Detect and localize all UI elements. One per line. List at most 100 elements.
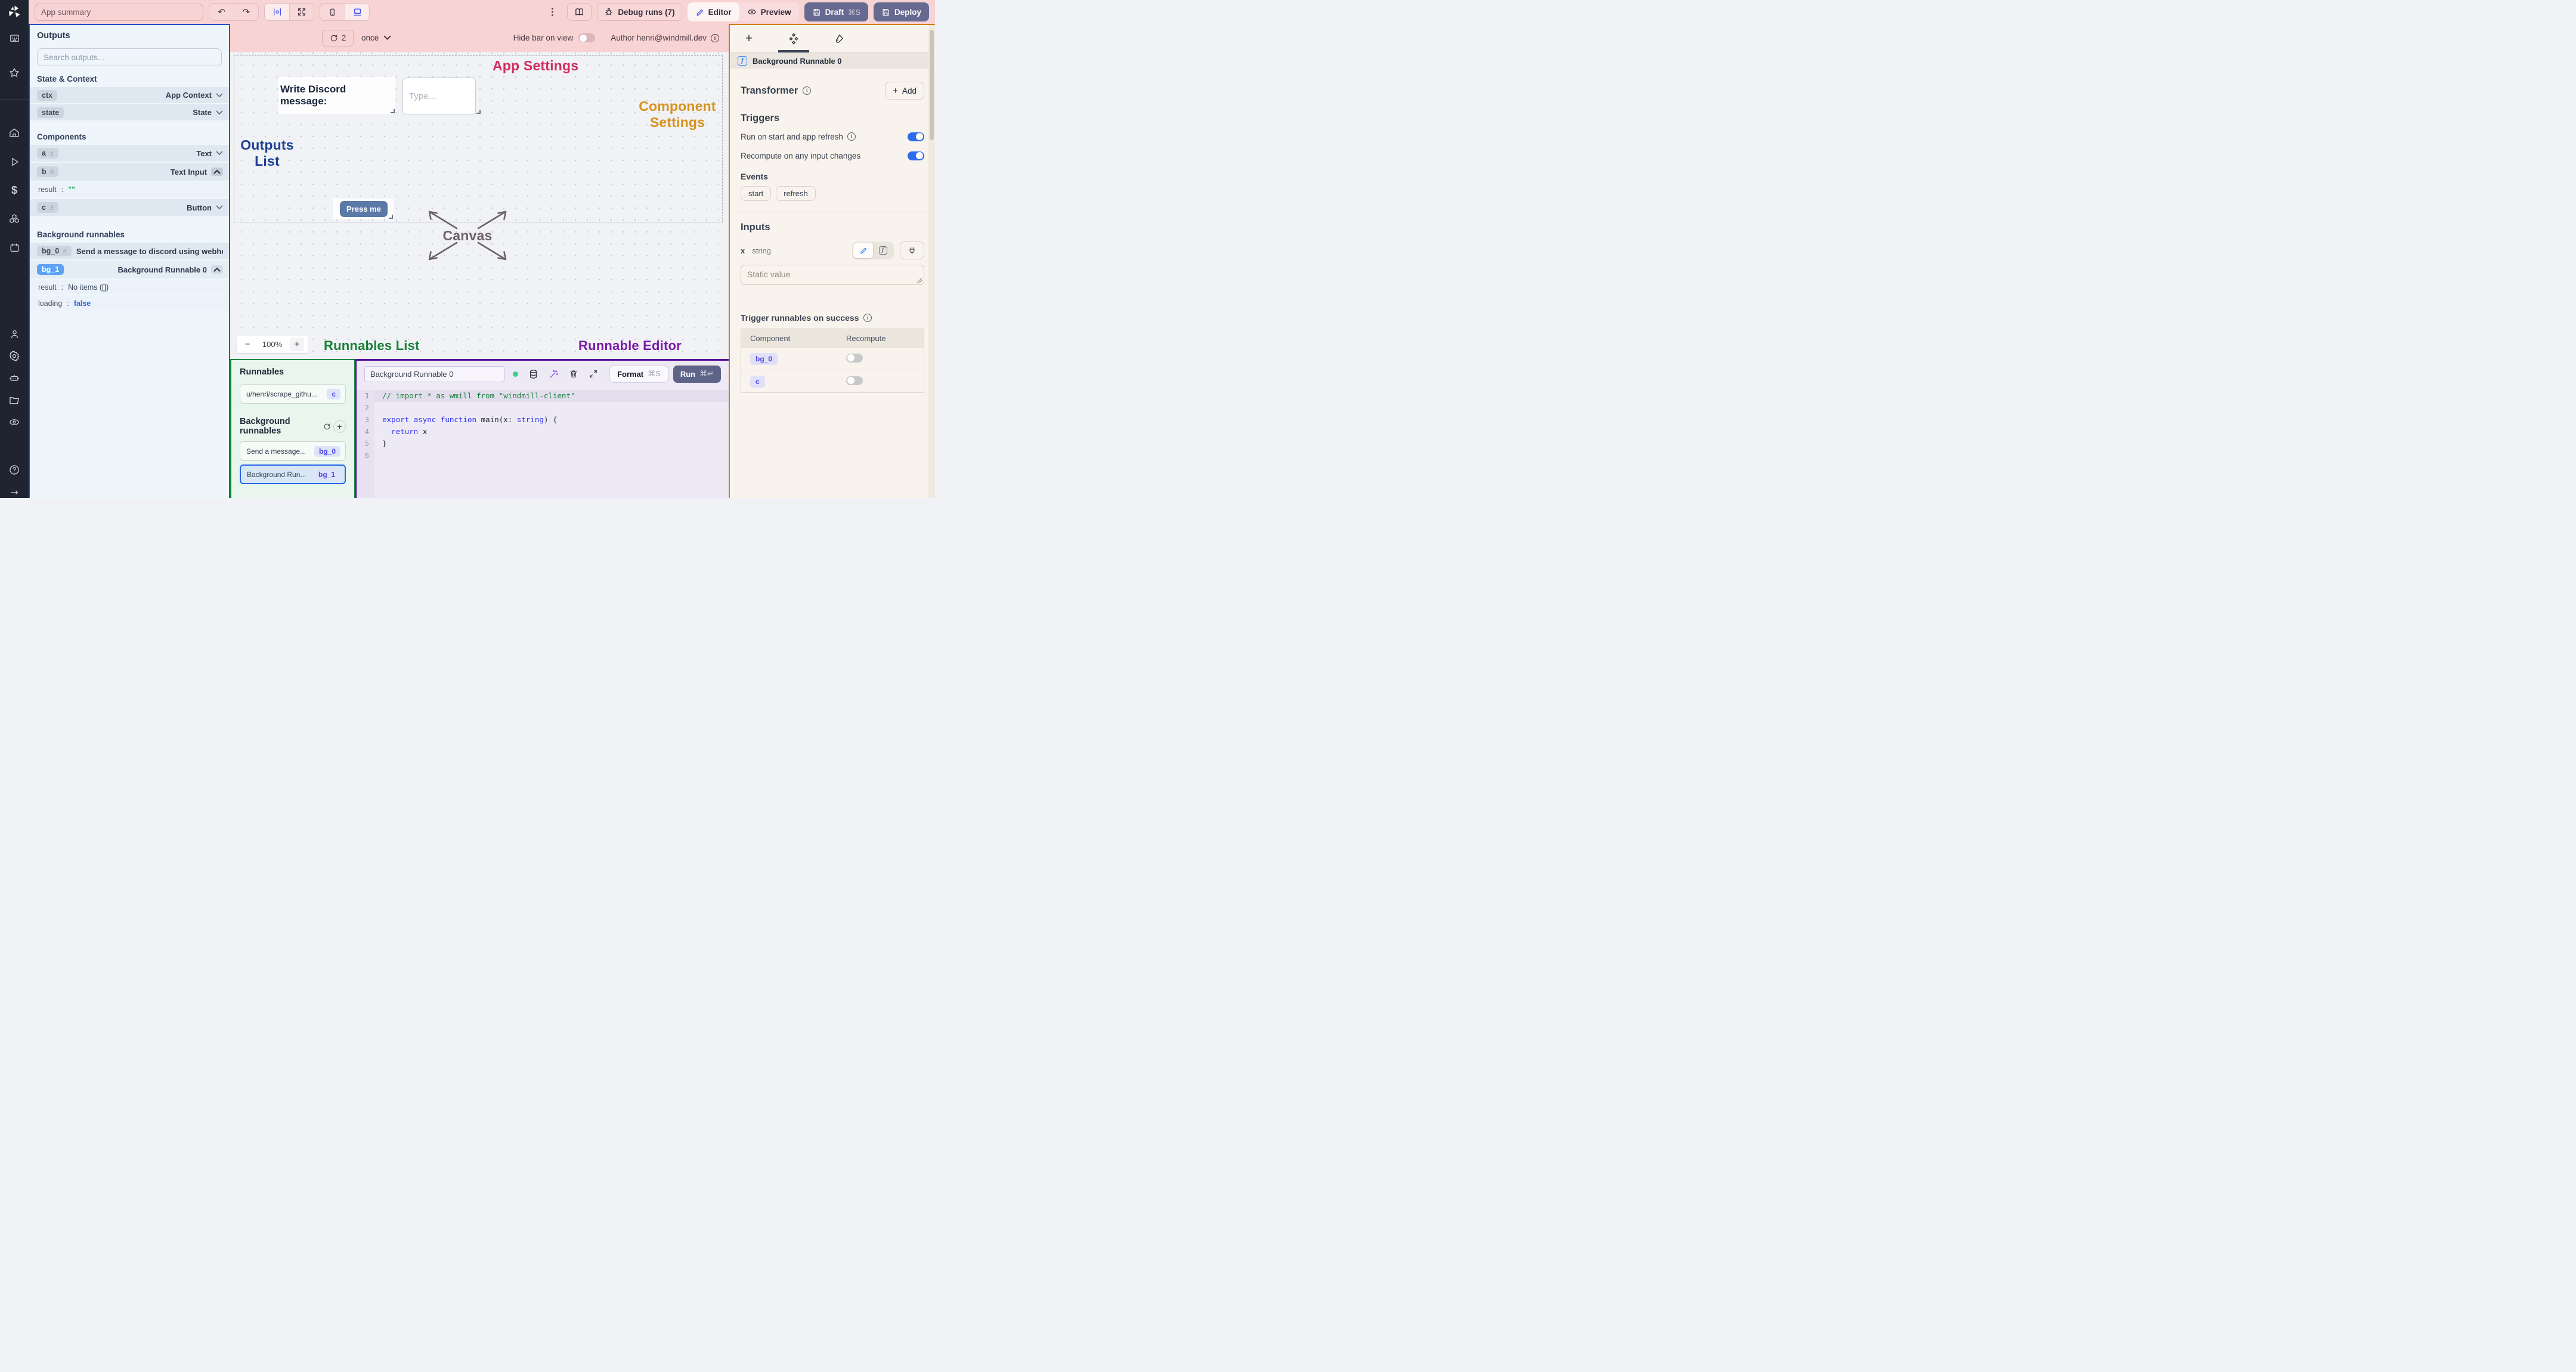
redo-button[interactable]: ↷ [234, 4, 258, 20]
result-value: No items ([]) [68, 283, 109, 292]
cache-button[interactable] [528, 369, 538, 379]
nav-variables[interactable]: $ [11, 184, 17, 196]
ai-assist-button[interactable] [549, 369, 559, 379]
runnable-item-bg1-selected[interactable]: Background Run... bg_1 [240, 464, 346, 484]
scrollbar[interactable] [928, 25, 935, 498]
scrollbar-thumb[interactable] [930, 30, 934, 140]
mobile-view-button[interactable] [320, 4, 345, 20]
deploy-button[interactable]: Deploy [873, 2, 929, 21]
nav-home[interactable] [8, 127, 20, 139]
center-layout-button[interactable] [265, 4, 289, 20]
draft-button[interactable]: Draft ⌘S [804, 2, 868, 21]
event-chip-refresh[interactable]: refresh [776, 186, 816, 201]
run-label: Run [680, 369, 696, 379]
tab-preview[interactable]: Preview [739, 2, 799, 21]
docs-button[interactable] [567, 3, 592, 21]
info-icon[interactable]: i [711, 33, 719, 42]
recompute-toggle-bg0[interactable] [846, 353, 863, 363]
chevron-down-icon[interactable] [216, 205, 223, 210]
recompute-on-change-toggle[interactable] [908, 151, 924, 160]
run-on-start-toggle[interactable] [908, 132, 924, 141]
nav-users[interactable] [9, 328, 20, 340]
eval-mode-button[interactable]: f [873, 243, 893, 258]
zoom-out-button[interactable]: − [244, 339, 250, 349]
undo-button[interactable]: ↶ [209, 4, 234, 20]
expand-editor-button[interactable] [589, 369, 598, 379]
tab-component-settings[interactable] [778, 25, 809, 52]
type-input[interactable] [402, 78, 476, 115]
b-result-row[interactable]: result: "" [30, 182, 229, 197]
canvas[interactable]: App Settings Write Discord message: Comp… [230, 52, 729, 359]
refresh-mode-select[interactable]: once [361, 33, 391, 42]
bg1-result-row[interactable]: result: No items ([]) [30, 280, 229, 295]
output-row-bg1[interactable]: bg_1 Background Runnable 0 [30, 261, 229, 278]
favorites-item[interactable] [8, 67, 20, 79]
connect-input-button[interactable] [900, 241, 924, 259]
code-editor[interactable]: 1 2 3 4 5 6 // import * as wmill from "w… [357, 387, 729, 498]
runnable-item-scrape-github[interactable]: u/henri/scrape_githu... c [240, 384, 346, 404]
app-summary-input[interactable] [35, 3, 203, 21]
workspace-switcher-button[interactable] [9, 32, 20, 44]
debug-runs-button[interactable]: Debug runs (7) [597, 3, 682, 21]
resize-handle[interactable] [389, 215, 393, 219]
output-row-ctx[interactable]: ctx App Context [30, 87, 229, 103]
resize-handle[interactable] [391, 109, 395, 113]
collapse-sidebar-button[interactable]: → [10, 486, 18, 498]
nav-folders[interactable] [8, 394, 20, 406]
nav-settings[interactable] [8, 350, 20, 362]
tab-editor[interactable]: Editor [687, 2, 739, 21]
nav-schedules[interactable] [9, 241, 20, 253]
chevron-up-icon[interactable] [211, 168, 223, 176]
chevron-down-icon[interactable] [216, 151, 223, 156]
output-row-a[interactable]: a ☝ Text [30, 145, 229, 162]
output-row-b[interactable]: b ☝ Text Input [30, 163, 229, 181]
chevron-down-icon[interactable] [216, 110, 223, 115]
runnable-name-input[interactable] [364, 366, 504, 382]
output-row-state[interactable]: state State [30, 104, 229, 120]
search-outputs-input[interactable] [37, 48, 222, 66]
recompute-toggle-c[interactable] [846, 376, 863, 385]
help-button[interactable] [8, 464, 20, 476]
runnable-item-bg0[interactable]: Send a message... bg_0 [240, 441, 346, 461]
event-chip-start[interactable]: start [741, 186, 772, 201]
resize-handle[interactable] [476, 110, 481, 114]
static-mode-button[interactable] [853, 243, 873, 258]
draft-label: Draft [825, 7, 844, 17]
delete-button[interactable] [569, 369, 578, 379]
more-menu-button[interactable]: ⋮ [547, 7, 558, 17]
refresh-count-button[interactable]: 2 [322, 29, 354, 47]
static-value-input[interactable] [741, 265, 924, 285]
chevron-down-icon[interactable] [216, 93, 223, 98]
info-icon[interactable]: i [847, 132, 856, 141]
tab-insert-component[interactable]: + [741, 25, 757, 52]
canvas-grid-area[interactable] [234, 55, 723, 222]
nav-audit[interactable] [8, 416, 20, 428]
hide-bar-toggle[interactable] [578, 33, 596, 42]
bg1-loading-row[interactable]: loading: false [30, 296, 229, 311]
output-row-bg0[interactable]: bg_0 ☝ Send a message to discord using we… [30, 243, 229, 259]
text-component[interactable]: Write Discord message: [278, 77, 395, 114]
info-icon[interactable]: i [803, 86, 812, 95]
zoom-in-button[interactable]: + [290, 337, 304, 351]
hand-pointer-icon: ☝ [63, 247, 67, 255]
tab-styling[interactable] [830, 25, 847, 52]
add-background-runnable-button[interactable]: + [333, 420, 346, 433]
run-button[interactable]: Run ⌘↵ [673, 365, 721, 383]
nav-runs[interactable] [9, 156, 20, 168]
windmill-logo[interactable] [0, 0, 29, 24]
output-row-c[interactable]: c ☝ Button [30, 199, 229, 216]
press-me-button[interactable]: Press me [340, 201, 388, 217]
add-transformer-button[interactable]: + Add [885, 82, 924, 100]
desktop-view-button[interactable] [345, 4, 369, 20]
nav-resources[interactable] [8, 213, 20, 225]
format-button[interactable]: Format ⌘S [609, 365, 668, 383]
resize-grip-icon[interactable] [917, 278, 922, 283]
info-icon[interactable]: i [863, 314, 872, 322]
text-input-component[interactable] [402, 78, 481, 115]
c-badge[interactable]: c [750, 376, 765, 388]
nav-workers[interactable] [8, 372, 20, 384]
fullwidth-button[interactable] [289, 4, 314, 20]
c-badge: c ☝ [37, 202, 58, 213]
chevron-up-icon[interactable] [211, 265, 223, 274]
bg0-badge[interactable]: bg_0 [750, 353, 778, 365]
